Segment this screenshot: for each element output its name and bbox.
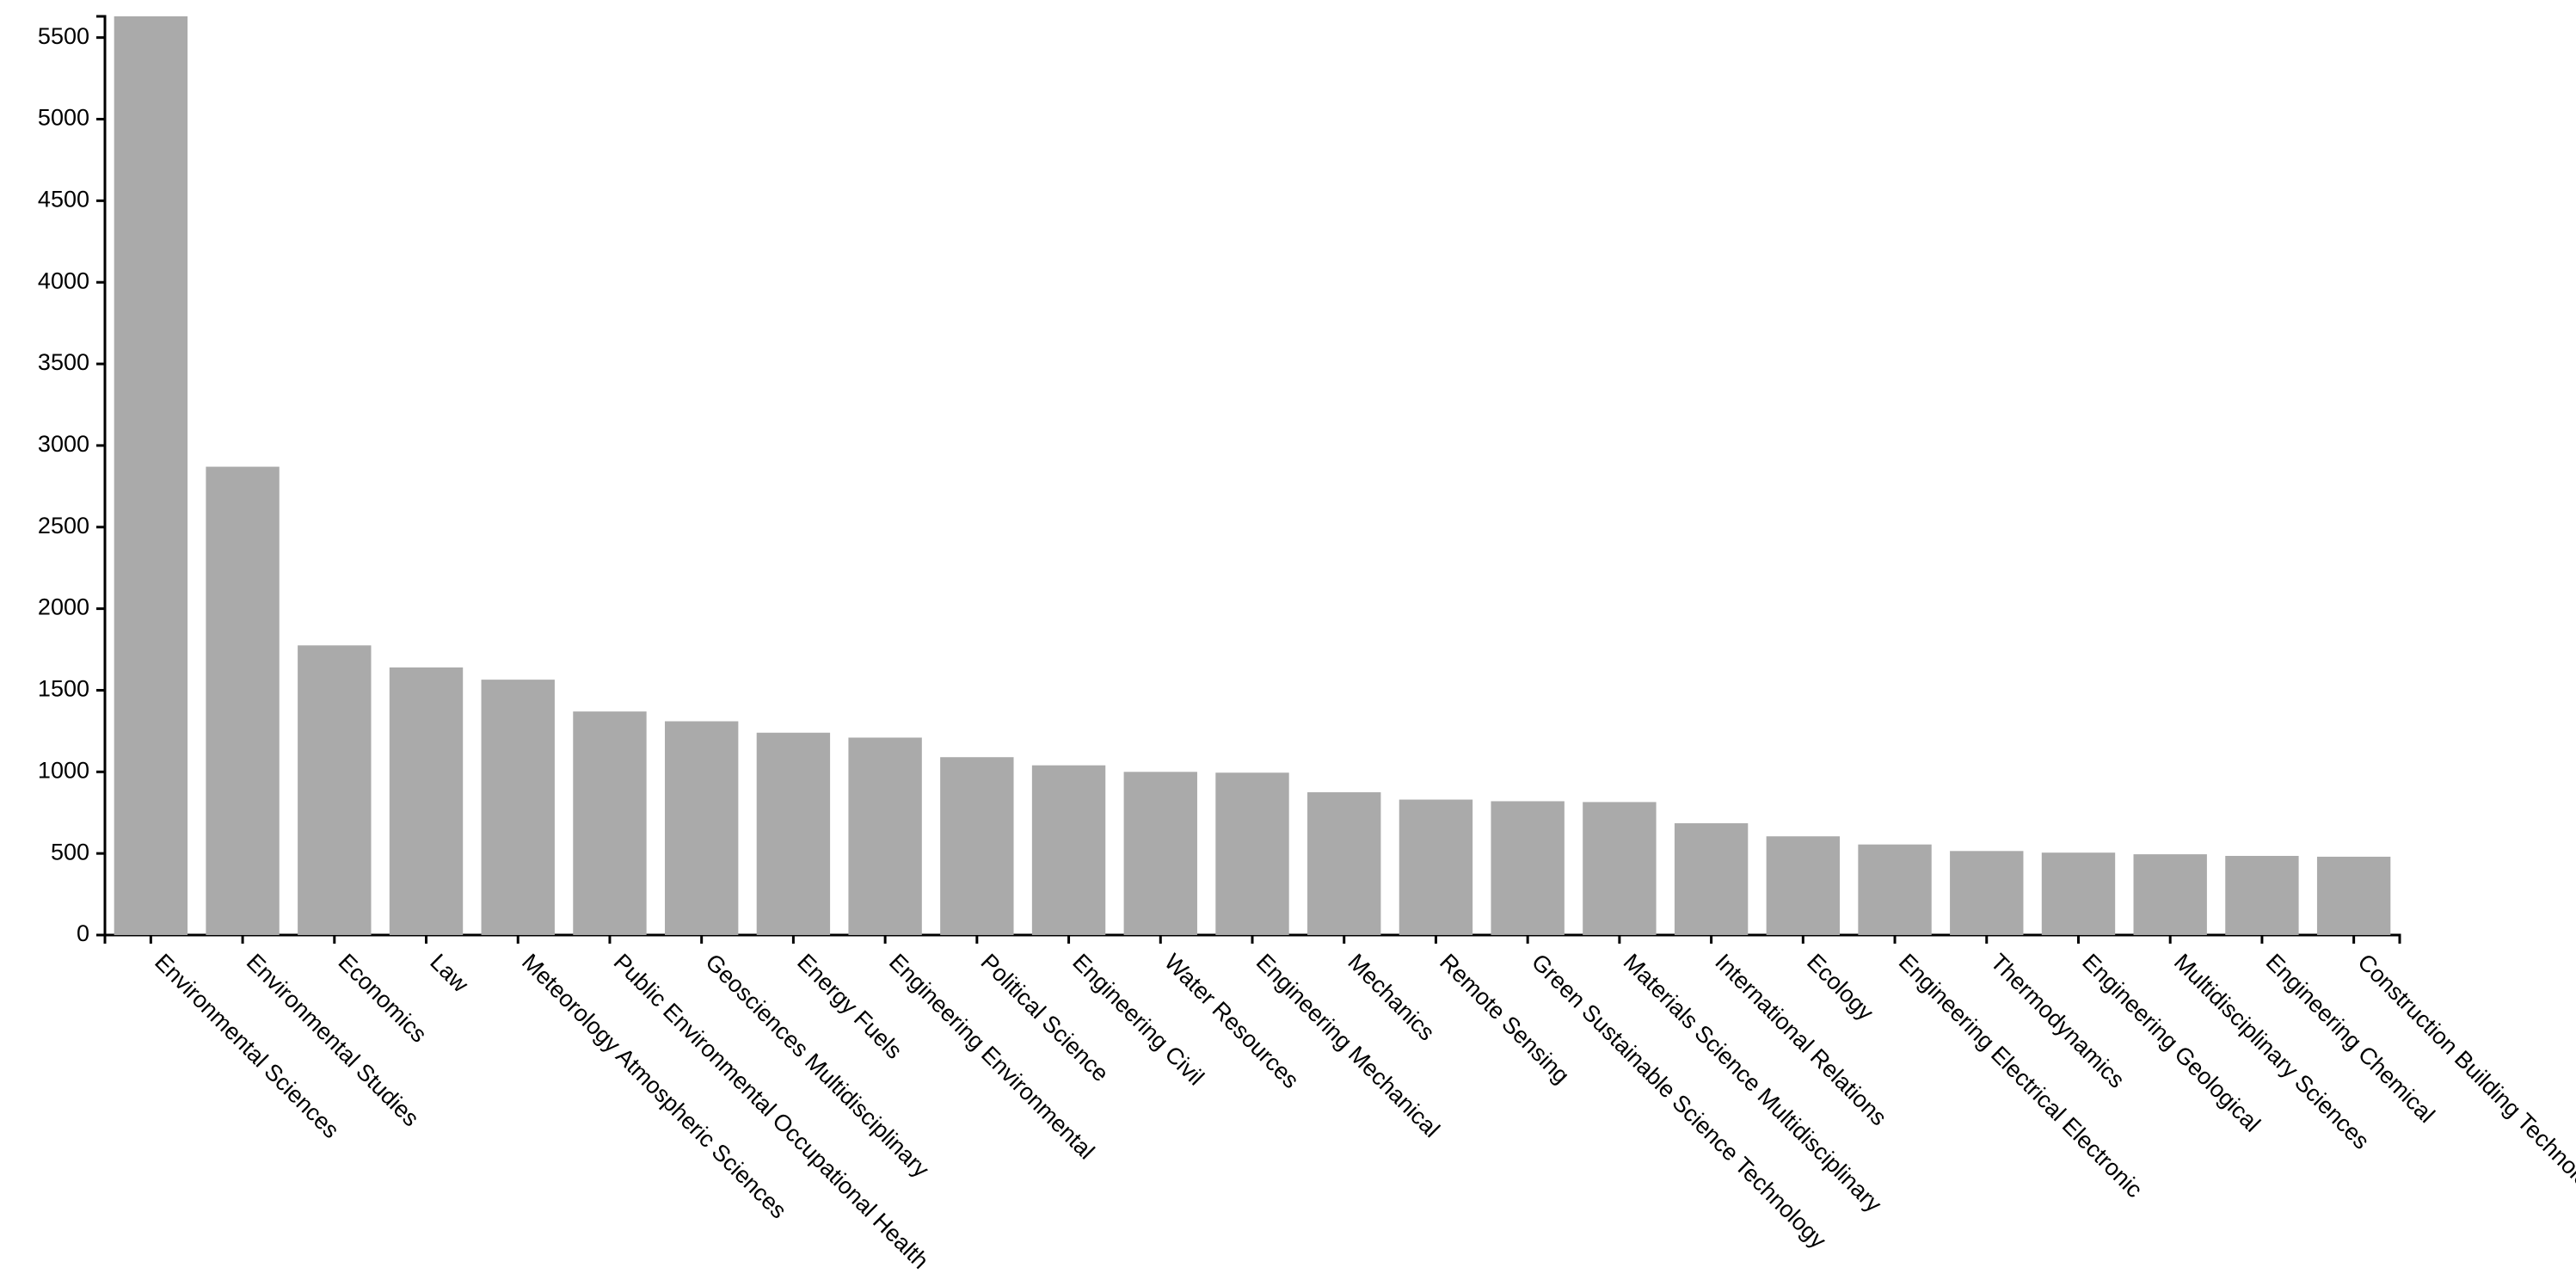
x-tick-label: Mechanics xyxy=(1343,949,1439,1045)
bar xyxy=(2133,854,2207,935)
x-tick-label: Engineering Chemical xyxy=(2261,949,2440,1128)
bar xyxy=(1031,765,1106,935)
bar xyxy=(664,721,739,935)
bar xyxy=(389,667,464,935)
bar xyxy=(1766,836,1841,935)
y-tick-label: 2500 xyxy=(38,513,89,538)
bar xyxy=(1215,772,1289,935)
x-tick-label: Engineering Geological xyxy=(2077,949,2266,1137)
y-tick-label: 3500 xyxy=(38,349,89,375)
x-tick-label: Engineering Mechanical xyxy=(1251,949,1445,1142)
bar xyxy=(1123,772,1197,935)
bar xyxy=(2041,852,2116,935)
bar xyxy=(114,16,188,935)
y-tick-label: 500 xyxy=(51,839,89,865)
x-tick-label: Economics xyxy=(334,949,433,1048)
bar xyxy=(940,757,1014,935)
bar xyxy=(1858,844,1932,935)
y-tick-label: 4000 xyxy=(38,268,89,293)
x-tick-label: Ecology xyxy=(1802,949,1878,1025)
y-tick-label: 0 xyxy=(77,920,89,946)
bar xyxy=(1307,792,1381,935)
bar xyxy=(1583,802,1657,935)
y-axis xyxy=(96,15,107,937)
x-tick-label: Multidisciplinary Sciences xyxy=(2169,949,2375,1154)
bar xyxy=(1674,823,1749,935)
bar xyxy=(1491,801,1565,935)
y-tick-label: 1000 xyxy=(38,757,89,783)
y-tick-label: 4500 xyxy=(38,186,89,212)
x-tick-label: Law xyxy=(425,949,474,998)
bar xyxy=(2316,856,2391,935)
y-tick-label: 2000 xyxy=(38,594,89,620)
bar xyxy=(848,737,922,935)
x-tick-label: Environmental Sciences xyxy=(150,949,344,1143)
x-tick-label: Public Environmental Occupational Health xyxy=(609,949,934,1274)
y-tick-label: 1500 xyxy=(38,676,89,702)
bar xyxy=(2225,855,2299,935)
x-tick-label: Environmental Studies xyxy=(242,949,424,1131)
bar xyxy=(756,732,831,935)
bar xyxy=(1399,799,1473,935)
bar xyxy=(1950,851,2024,935)
bar xyxy=(298,645,372,935)
x-tick-label: International Relations xyxy=(1710,949,1891,1130)
bar xyxy=(481,680,555,935)
bar xyxy=(206,466,280,935)
bar xyxy=(573,711,647,935)
y-tick-label: 5500 xyxy=(38,23,89,49)
y-tick-label: 5000 xyxy=(38,105,89,131)
y-tick-label: 3000 xyxy=(38,431,89,457)
